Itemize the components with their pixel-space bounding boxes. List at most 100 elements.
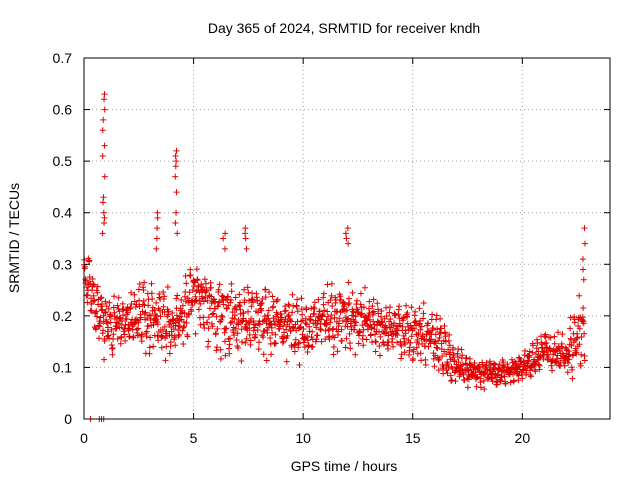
data-point: [542, 340, 549, 347]
data-point: [357, 290, 364, 297]
data-point: [431, 363, 438, 370]
data-point: [209, 323, 216, 330]
data-point: [151, 332, 158, 339]
data-point: [202, 280, 209, 287]
y-tick-label: 0: [64, 411, 72, 427]
data-point: [160, 288, 167, 295]
data-point: [233, 336, 240, 343]
data-point: [435, 337, 442, 344]
data-point: [98, 294, 105, 301]
data-point: [405, 323, 412, 330]
data-point: [402, 330, 409, 337]
data-point: [262, 286, 269, 293]
data-point: [386, 309, 393, 316]
data-point: [200, 321, 207, 328]
data-point: [147, 334, 154, 341]
data-point: [274, 296, 281, 303]
data-point: [576, 292, 583, 299]
data-point: [120, 312, 127, 319]
data-point: [360, 342, 367, 349]
data-point: [82, 263, 89, 270]
data-point: [228, 280, 235, 287]
data-point: [182, 272, 189, 279]
data-point: [428, 336, 435, 343]
data-point: [464, 384, 471, 391]
spike-point: [153, 235, 160, 242]
data-point: [398, 351, 405, 358]
spike-point: [101, 220, 108, 227]
data-point: [117, 340, 124, 347]
data-point: [459, 352, 466, 359]
data-point: [222, 352, 229, 359]
data-point: [241, 297, 248, 304]
data-point: [242, 339, 249, 346]
data-point: [110, 331, 117, 338]
spike-point: [221, 245, 228, 252]
data-point: [553, 358, 560, 365]
data-point: [577, 362, 584, 369]
data-point: [285, 301, 292, 308]
data-point: [527, 372, 534, 379]
data-point: [300, 325, 307, 332]
data-point: [433, 312, 440, 319]
data-point: [399, 323, 406, 330]
data-point: [256, 321, 263, 328]
data-point: [491, 366, 498, 373]
data-point: [387, 316, 394, 323]
data-point: [221, 338, 228, 345]
data-point: [359, 322, 366, 329]
data-point: [400, 314, 407, 321]
data-point: [578, 351, 585, 358]
data-point: [200, 314, 207, 321]
data-point: [261, 313, 268, 320]
data-point: [281, 319, 288, 326]
data-point: [325, 327, 332, 334]
data-point: [157, 313, 164, 320]
data-point: [417, 350, 424, 357]
spike-point: [220, 235, 227, 242]
data-point: [463, 354, 470, 361]
data-point: [370, 308, 377, 315]
data-point: [435, 357, 442, 364]
spike-point: [100, 194, 107, 201]
data-point: [403, 302, 410, 309]
data-point: [404, 310, 411, 317]
data-point: [246, 331, 253, 338]
data-point: [89, 276, 96, 283]
data-point: [305, 342, 312, 349]
data-point: [311, 305, 318, 312]
data-point: [434, 345, 441, 352]
data-point: [192, 293, 199, 300]
data-point: [387, 304, 394, 311]
data-point: [216, 298, 223, 305]
data-point: [568, 342, 575, 349]
data-point: [258, 307, 265, 314]
data-point: [95, 301, 102, 308]
data-point: [219, 314, 226, 321]
data-point: [416, 305, 423, 312]
data-point: [135, 319, 142, 326]
data-point: [313, 324, 320, 331]
data-point: [458, 346, 465, 353]
data-point: [292, 336, 299, 343]
data-point: [119, 318, 126, 325]
spike-point: [99, 199, 106, 206]
data-point: [540, 356, 547, 363]
axes: 0 0.1 0.2 0.3 0.4 0.5 0.6 0.7 0 5 10 15 20: [53, 50, 611, 446]
data-point: [508, 356, 515, 363]
data-point: [109, 345, 116, 352]
data-point: [381, 341, 388, 348]
data-point: [289, 324, 296, 331]
spike-point: [101, 91, 108, 98]
data-point: [573, 349, 580, 356]
data-point: [494, 371, 501, 378]
data-point: [227, 299, 234, 306]
data-point: [474, 374, 481, 381]
spike-point: [99, 127, 106, 134]
data-point: [153, 312, 160, 319]
data-point: [346, 340, 353, 347]
data-point: [318, 316, 325, 323]
data-point: [294, 296, 301, 303]
data-point: [212, 330, 219, 337]
data-point: [172, 342, 179, 349]
